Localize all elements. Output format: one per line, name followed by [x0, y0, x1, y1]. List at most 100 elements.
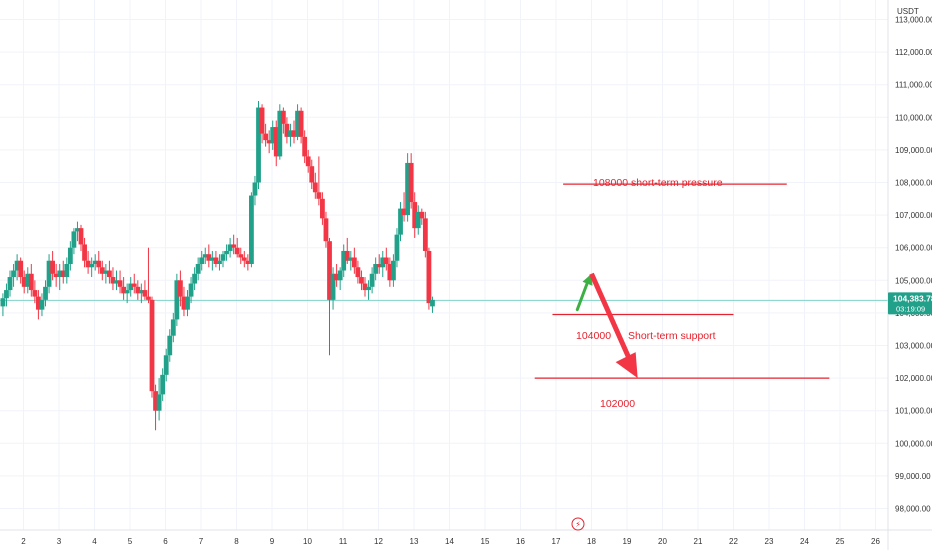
- candle-body: [398, 208, 403, 235]
- y-tick-label: 110,000.00: [895, 113, 932, 122]
- y-tick-label: 113,000.00: [895, 16, 932, 25]
- up-arrow-head: [582, 273, 593, 286]
- candle-body: [199, 257, 205, 264]
- y-tick-label: 105,000.00: [895, 276, 932, 285]
- candle-body: [124, 290, 130, 294]
- x-tick-label: 10: [303, 537, 312, 546]
- candle-body: [341, 250, 347, 271]
- up-arrow-shaft: [575, 278, 590, 312]
- candle-body: [320, 198, 325, 219]
- y-tick-label: 109,000.00: [895, 146, 932, 155]
- candle-body: [241, 257, 247, 261]
- y-tick-label: 111,000.00: [895, 81, 932, 90]
- y-tick-label: 100,000.00: [895, 439, 932, 448]
- candle-body: [284, 123, 290, 137]
- y-tick-label: 99,000.00: [895, 472, 931, 481]
- candle-body: [163, 355, 169, 375]
- candle-body: [82, 244, 87, 261]
- candle-body: [259, 107, 265, 134]
- x-tick-label: 20: [658, 537, 667, 546]
- candle-body: [280, 110, 286, 124]
- candle-body: [36, 296, 41, 310]
- x-tick-label: 8: [234, 537, 239, 546]
- x-tick-label: 9: [270, 537, 275, 546]
- candle-body: [7, 277, 13, 291]
- candle-body: [217, 260, 222, 264]
- candle-body: [366, 286, 371, 291]
- x-tick-label: 16: [516, 537, 525, 546]
- annotation-label-pressure: 108000 short-term pressure: [593, 177, 723, 189]
- candle-body: [302, 136, 308, 157]
- candle-body: [288, 130, 293, 137]
- candle-body: [85, 260, 91, 268]
- candle-body: [273, 127, 279, 157]
- current-price-badge: [888, 292, 932, 315]
- annotation-label-support-text: Short-term support: [628, 330, 716, 342]
- countdown-timer: 03:19:09: [896, 304, 925, 313]
- annotation-label-support-price: 104000: [576, 330, 611, 342]
- candle-body: [380, 257, 386, 268]
- x-tick-label: 21: [694, 537, 703, 546]
- x-tick-label: 2: [21, 537, 26, 546]
- candle-body: [266, 140, 272, 144]
- x-tick-label: 15: [481, 537, 490, 546]
- candle-body: [391, 260, 396, 281]
- candle-body: [209, 257, 215, 261]
- y-tick-label: 107,000.00: [895, 211, 932, 220]
- candle-body: [149, 299, 155, 392]
- candle-body: [18, 260, 24, 278]
- candle-body: [249, 195, 254, 264]
- candle-body: [78, 228, 84, 245]
- candle-body: [362, 283, 368, 291]
- candle-body: [14, 260, 20, 271]
- x-tick-label: 24: [800, 537, 809, 546]
- candle-body: [412, 202, 418, 229]
- candle-body: [405, 162, 411, 216]
- candle-body: [28, 273, 34, 291]
- y-tick-label: 103,000.00: [895, 342, 932, 351]
- event-lightning-icon: [571, 517, 585, 531]
- candle-body: [430, 299, 435, 307]
- candle-body: [67, 247, 73, 264]
- x-tick-label: 14: [445, 537, 454, 546]
- currency-label: USDT: [897, 7, 919, 16]
- candle-body: [359, 277, 364, 284]
- candle-body: [231, 244, 237, 248]
- candle-body: [238, 254, 244, 258]
- candle-body: [135, 286, 141, 294]
- candle-body: [71, 231, 77, 248]
- candle-body: [426, 250, 432, 304]
- candle-body: [64, 264, 70, 278]
- candle-body: [46, 260, 52, 287]
- candle-body: [195, 264, 201, 274]
- candle-body: [316, 192, 322, 199]
- candle-body: [202, 254, 208, 258]
- candle-body: [206, 254, 212, 261]
- x-tick-label: 11: [339, 537, 348, 546]
- candle-body: [174, 280, 180, 320]
- y-tick-label: 98,000.00: [895, 505, 931, 514]
- candle-body: [192, 273, 198, 284]
- x-tick-label: 4: [92, 537, 97, 546]
- candle-body: [330, 273, 336, 300]
- candle-body: [11, 270, 16, 278]
- candle-body: [213, 257, 219, 264]
- candle-body: [146, 296, 151, 300]
- candle-body: [50, 260, 56, 274]
- candle-body: [263, 133, 269, 141]
- candle-body: [298, 110, 304, 137]
- candle-body: [178, 280, 183, 297]
- candle-body: [291, 130, 297, 137]
- candle-body: [270, 127, 276, 144]
- candle-body: [131, 283, 137, 287]
- x-tick-label: 3: [57, 537, 62, 546]
- candle-body: [103, 270, 109, 274]
- candle-body: [334, 273, 340, 281]
- candle-body: [408, 162, 414, 203]
- y-tick-label: 112,000.00: [895, 48, 932, 57]
- down-arrow-head: [615, 352, 638, 379]
- candle-body: [117, 280, 123, 287]
- candle-body: [170, 319, 176, 336]
- x-tick-label: 22: [729, 537, 738, 546]
